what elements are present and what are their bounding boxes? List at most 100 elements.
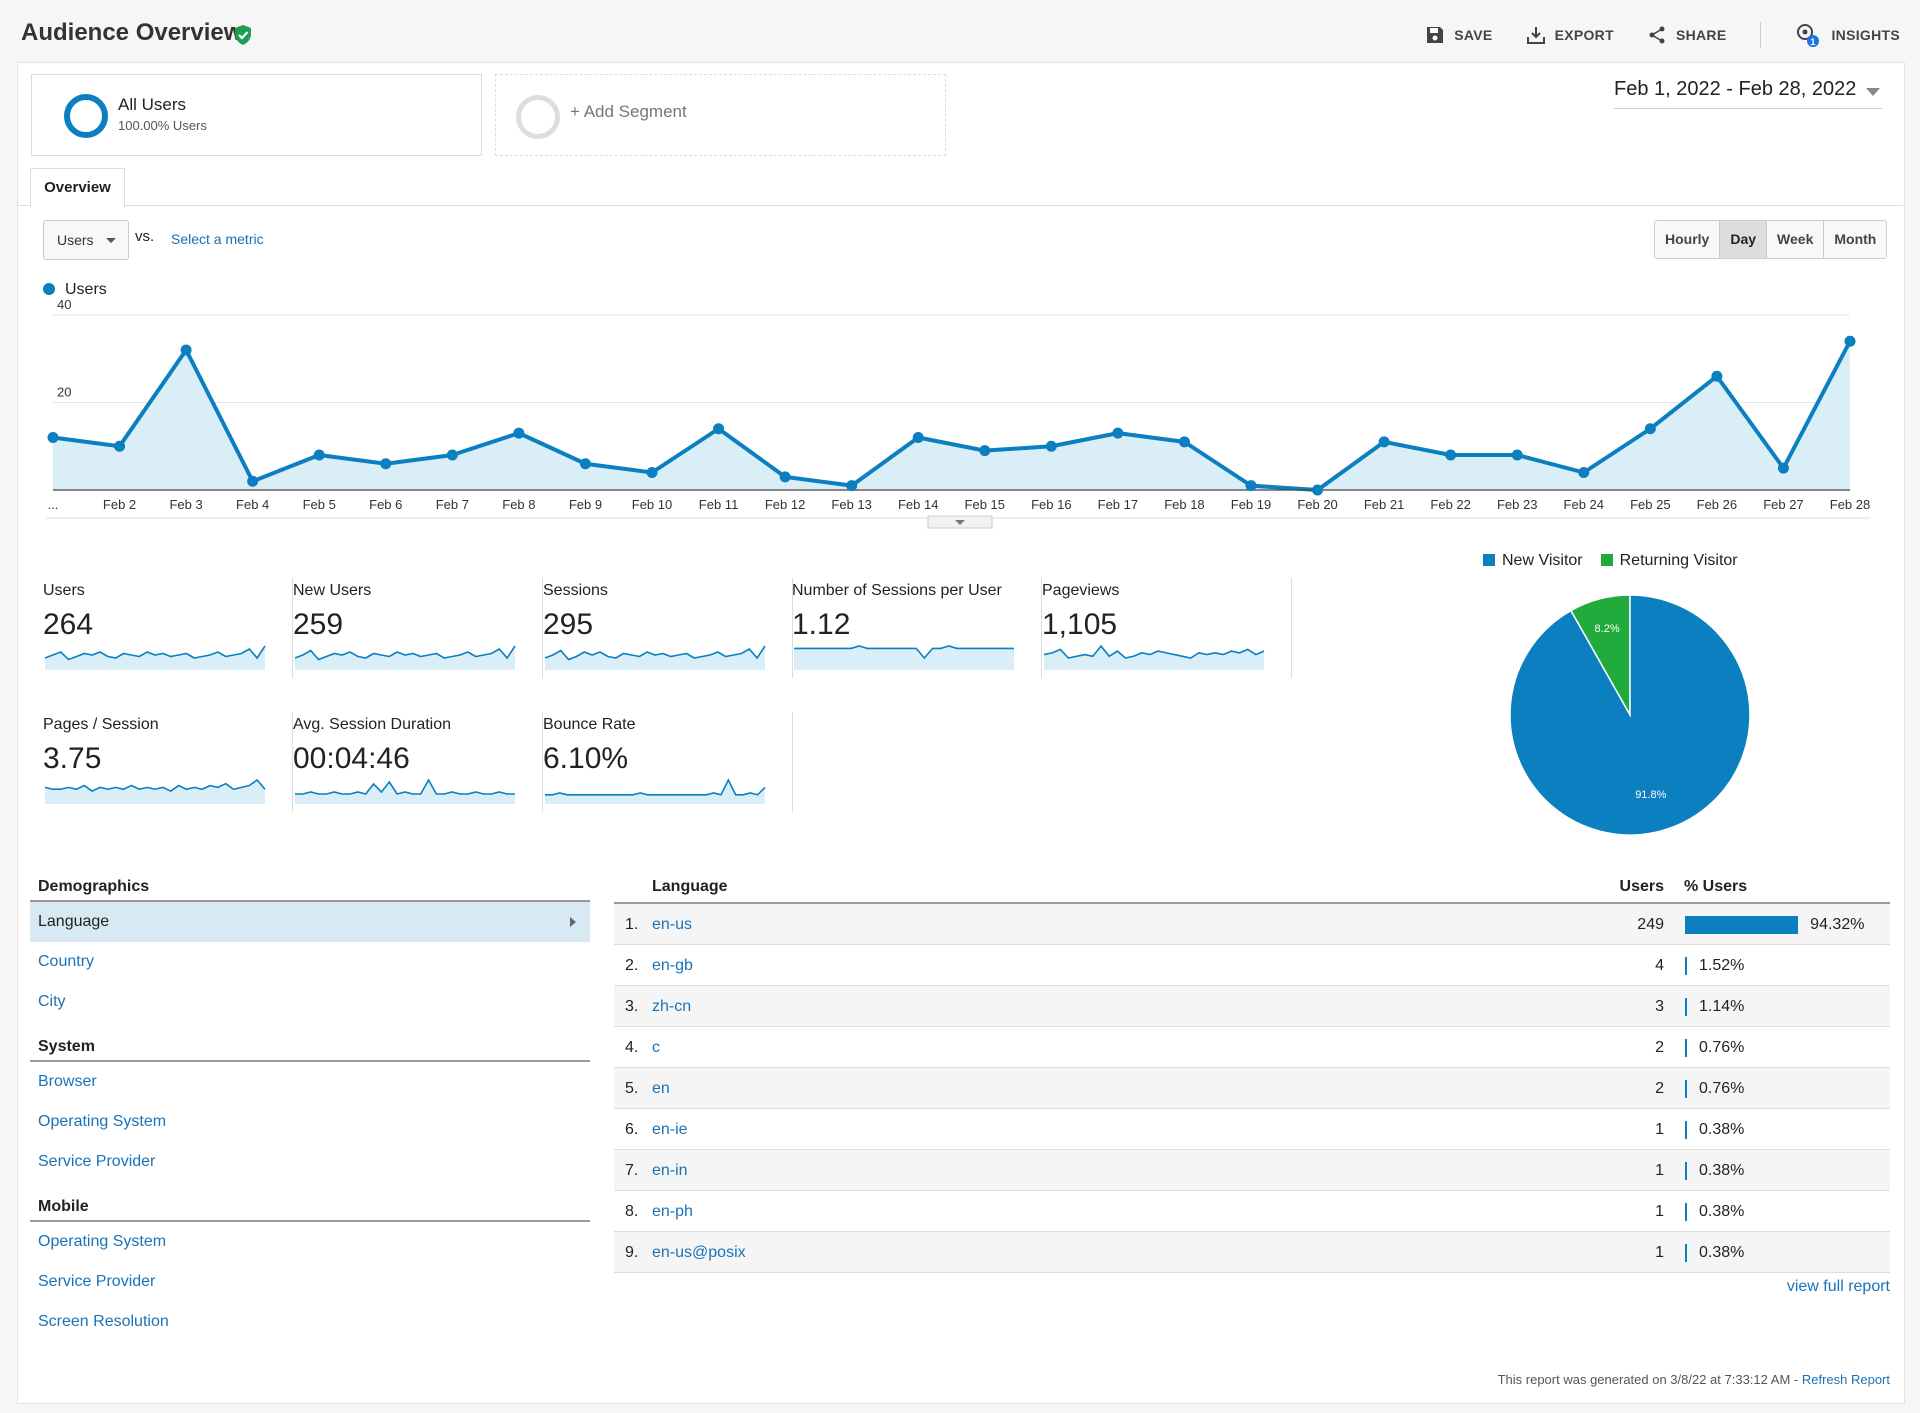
data-point[interactable] <box>1378 436 1390 448</box>
sparkline-fill <box>545 780 765 804</box>
metric-card[interactable]: New Users 259 <box>293 578 543 683</box>
share-button[interactable]: SHARE <box>1648 26 1727 44</box>
sparkline-line <box>44 778 266 792</box>
sparkline <box>44 645 266 670</box>
metric-title: Bounce Rate <box>543 716 636 733</box>
data-point[interactable] <box>1644 423 1656 435</box>
data-point[interactable] <box>247 475 259 487</box>
data-point[interactable] <box>313 449 325 461</box>
card-divider <box>792 712 793 812</box>
data-point[interactable] <box>1711 370 1723 382</box>
data-point[interactable] <box>1777 462 1789 474</box>
metric-card[interactable]: Sessions 295 <box>543 578 793 683</box>
period-month[interactable]: Month <box>1823 221 1887 258</box>
period-week[interactable]: Week <box>1766 221 1824 258</box>
language-link[interactable]: en-us <box>652 916 693 933</box>
sparkline-fill <box>1044 646 1264 670</box>
data-point[interactable] <box>513 427 525 439</box>
metric-card[interactable]: Users 264 <box>43 578 293 683</box>
demographics-item[interactable]: Service Provider <box>30 1142 590 1182</box>
data-point[interactable] <box>1312 484 1324 496</box>
save-button[interactable]: SAVE <box>1426 26 1492 44</box>
language-link[interactable]: en-in <box>652 1162 688 1179</box>
view-full-report-link[interactable]: view full report <box>1786 1278 1890 1295</box>
metric-dropdown[interactable]: Users <box>43 220 129 260</box>
data-point[interactable] <box>1245 480 1257 492</box>
demographics-item[interactable]: City <box>30 982 590 1022</box>
language-link[interactable]: en-ph <box>652 1203 693 1220</box>
section-heading: Mobile <box>30 1198 590 1222</box>
language-link[interactable]: en <box>652 1080 670 1097</box>
data-point[interactable] <box>1578 467 1590 478</box>
row-number: 6. <box>625 1121 639 1138</box>
metric-value: 6.10% <box>543 742 629 775</box>
col-language: Language <box>652 878 728 895</box>
metric-card[interactable]: Number of Sessions per User 1.12 <box>792 578 1042 683</box>
demographics-item[interactable]: Service Provider <box>30 1262 590 1302</box>
pct-bar <box>1685 1203 1687 1221</box>
data-point[interactable] <box>114 440 126 452</box>
data-point[interactable] <box>1844 335 1856 347</box>
language-link[interactable]: en-ie <box>652 1121 688 1138</box>
header: Audience Overview SAVE EXPORT SHARE 1 IN… <box>0 0 1920 66</box>
export-button[interactable]: EXPORT <box>1526 26 1614 44</box>
toolbar: SAVE EXPORT SHARE 1 INSIGHTS <box>1426 22 1900 48</box>
legend-label: Users <box>65 281 107 298</box>
x-tick-label: Feb 7 <box>436 497 469 512</box>
data-point[interactable] <box>1045 440 1057 452</box>
language-link[interactable]: en-us@posix <box>652 1244 746 1261</box>
data-point[interactable] <box>1112 427 1124 439</box>
data-point[interactable] <box>47 432 59 443</box>
demographics-item[interactable]: Operating System <box>30 1102 590 1142</box>
language-link[interactable]: en-gb <box>652 957 693 974</box>
period-selector: Hourly Day Week Month <box>1654 220 1888 259</box>
x-tick-label: ... <box>48 497 59 512</box>
language-link[interactable]: c <box>652 1039 660 1056</box>
add-segment-button[interactable]: + Add Segment <box>495 74 946 156</box>
demographics-item[interactable]: Operating System <box>30 1222 590 1262</box>
data-point[interactable] <box>380 458 392 470</box>
section-heading: Demographics <box>30 878 590 902</box>
data-point[interactable] <box>579 458 591 470</box>
segment-all-users[interactable]: All Users 100.00% Users <box>31 74 482 156</box>
data-point[interactable] <box>180 344 192 356</box>
pie-slice[interactable] <box>1509 594 1751 836</box>
language-link[interactable]: zh-cn <box>652 998 692 1015</box>
card-divider <box>792 578 793 678</box>
date-range-picker[interactable]: Feb 1, 2022 - Feb 28, 2022 <box>1614 78 1882 109</box>
data-point[interactable] <box>446 449 458 461</box>
select-metric-link[interactable]: Select a metric <box>171 231 264 247</box>
metric-card[interactable]: Avg. Session Duration 00:04:46 <box>293 712 543 817</box>
table-row: 3. zh-cn 3 1.14% <box>614 986 1890 1027</box>
period-day[interactable]: Day <box>1719 221 1767 258</box>
metric-card[interactable]: Pageviews 1,105 <box>1042 578 1292 683</box>
data-point[interactable] <box>1178 436 1190 448</box>
refresh-report-link[interactable]: Refresh Report <box>1801 1372 1890 1387</box>
data-point[interactable] <box>646 467 658 478</box>
insights-button[interactable]: 1 INSIGHTS <box>1795 22 1900 48</box>
x-tick-label: Feb 25 <box>1630 497 1670 512</box>
sparkline <box>544 645 766 670</box>
data-point[interactable] <box>713 423 725 435</box>
y-tick-label: 40 <box>57 300 71 312</box>
tab-overview[interactable]: Overview <box>30 168 125 208</box>
table-row: 5. en 2 0.76% <box>614 1068 1890 1109</box>
period-hourly[interactable]: Hourly <box>1655 221 1720 258</box>
data-point[interactable] <box>779 471 791 483</box>
data-point[interactable] <box>912 432 924 443</box>
legend-returning-visitor-label: Returning Visitor <box>1619 552 1738 569</box>
data-point[interactable] <box>1445 449 1457 461</box>
metric-card[interactable]: Bounce Rate 6.10% <box>543 712 793 817</box>
demographics-item[interactable]: Browser <box>30 1062 590 1102</box>
metric-card[interactable]: Pages / Session 3.75 <box>43 712 293 817</box>
demographics-item[interactable]: Language <box>30 902 590 942</box>
data-point[interactable] <box>979 445 991 457</box>
card-divider <box>1291 578 1292 678</box>
demographics-item[interactable]: Screen Resolution <box>30 1302 590 1342</box>
data-point[interactable] <box>846 480 858 492</box>
data-point[interactable] <box>1511 449 1523 461</box>
x-tick-label: Feb 19 <box>1231 497 1271 512</box>
demographics-item[interactable]: Country <box>30 942 590 982</box>
row-pct: 0.38% <box>1699 1121 1745 1138</box>
